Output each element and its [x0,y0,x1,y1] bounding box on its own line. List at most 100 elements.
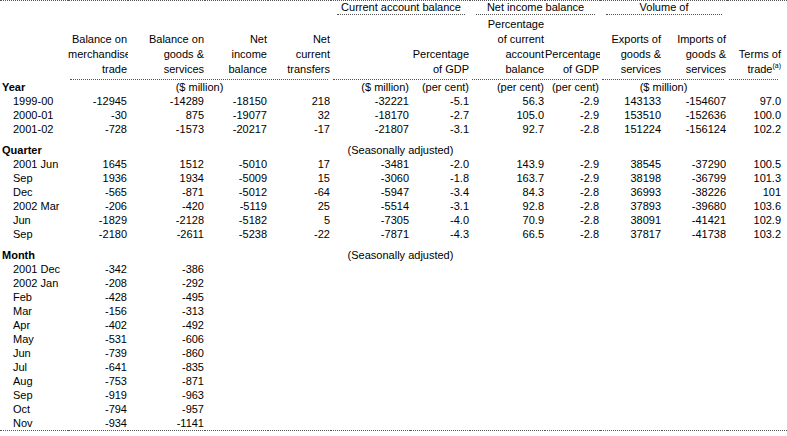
cell [331,402,410,416]
cell [727,360,787,374]
cell [662,416,727,431]
cell: -206 [68,199,128,213]
cell [662,262,727,276]
cell [470,290,545,304]
cell: 56.3 [470,94,545,108]
table-row: 1999-00-12945-14289-18150218-32221-5.156… [0,94,787,108]
table-row: Dec-565-871-5012-64-5947-3.484.3-2.83699… [0,185,787,199]
cell: 103.6 [727,199,787,213]
row-label: Mar [0,304,68,318]
cell: -835 [128,360,205,374]
table-row: 2001-02-728-1573-20217-17-21807-3.192.7-… [0,122,787,136]
cell [545,304,600,318]
cell: 1936 [68,171,128,185]
units-merchandise-group: ($ million) [68,81,331,94]
cell [470,374,545,388]
cell [600,360,662,374]
col-header-current-account-dollars [331,15,410,79]
cell: -4.3 [410,227,470,241]
cell [545,276,600,290]
cell: 17 [268,157,331,171]
col-header-pct-gdp-current-account: Percentage of GDP [410,15,470,79]
cell: -20217 [205,122,268,136]
cell: -18170 [331,108,410,122]
cell [410,318,470,332]
cell: 143133 [600,94,662,108]
section-header-month: Month (Seasonally adjusted) [0,241,787,262]
cell [727,374,787,388]
cell [545,374,600,388]
cell: -32221 [331,94,410,108]
cell: 38198 [600,171,662,185]
col-header-net-income-balance: Net income balance [205,15,268,79]
cell: -739 [68,346,128,360]
cell: -152636 [662,108,727,122]
cell [470,402,545,416]
col-header-pct-of-current-account-balance: Percentage of current account balance [470,15,545,79]
cell: -3.1 [410,122,470,136]
cell [545,388,600,402]
group-header-label: Current account balance [337,1,465,15]
cell [470,416,545,431]
cell [205,276,268,290]
cell [205,402,268,416]
section-spacer [470,136,787,157]
cell: -41421 [662,213,727,227]
table-row: 2001 Jun16451512-501017-3481-2.0143.9-2.… [0,157,787,171]
section-label-year: Year [0,81,68,94]
cell: -402 [68,318,128,332]
col-header-terms-of-trade: Terms of trade(a) [727,15,787,79]
cell [727,332,787,346]
cell: -30 [68,108,128,122]
cell [331,276,410,290]
table-row: Nov-934-1141 [0,416,787,431]
cell [662,304,727,318]
cell [727,262,787,276]
section-spacer [68,136,331,157]
cell [410,304,470,318]
data-table: Current account balance Net income balan… [0,0,787,431]
cell: 92.7 [470,122,545,136]
cell [205,416,268,431]
units-pct-gdp-1: (per cent) [410,81,470,94]
cell: -428 [68,290,128,304]
footnote-marker: (a) [772,62,781,69]
cell: 92.8 [470,199,545,213]
cell: -3.1 [410,199,470,213]
row-label: Dec [0,185,68,199]
cell: -37290 [662,157,727,171]
cell [410,276,470,290]
table-row: 2000-01-30875-1907732-18170-2.7105.0-2.9… [0,108,787,122]
quarter-rows: 2001 Jun16451512-501017-3481-2.0143.9-2.… [0,157,787,241]
cell [470,304,545,318]
cell [268,388,331,402]
cell: -64 [268,185,331,199]
cell [662,276,727,290]
cell: -5010 [205,157,268,171]
cell [545,402,600,416]
cell: -21807 [331,122,410,136]
cell: -871 [128,185,205,199]
cell [268,416,331,431]
cell: -963 [128,388,205,402]
cell: -156 [68,304,128,318]
cell: -22 [268,227,331,241]
cell: -17 [268,122,331,136]
month-rows: 2001 Dec-342-3862002 Jan-208-292Feb-428-… [0,262,787,431]
cell: 37817 [600,227,662,241]
table-row: Apr-402-492 [0,318,787,332]
cell: -4.0 [410,213,470,227]
cell: -38226 [662,185,727,199]
cell [268,374,331,388]
cell [331,388,410,402]
row-label: 2001 Dec [0,262,68,276]
cell: -2.8 [545,199,600,213]
cell [410,346,470,360]
cell [600,374,662,388]
table-row: Oct-794-957 [0,402,787,416]
cell: -1.8 [410,171,470,185]
cell: -871 [128,374,205,388]
cell [205,304,268,318]
cell [331,374,410,388]
row-label: 1999-00 [0,94,68,108]
